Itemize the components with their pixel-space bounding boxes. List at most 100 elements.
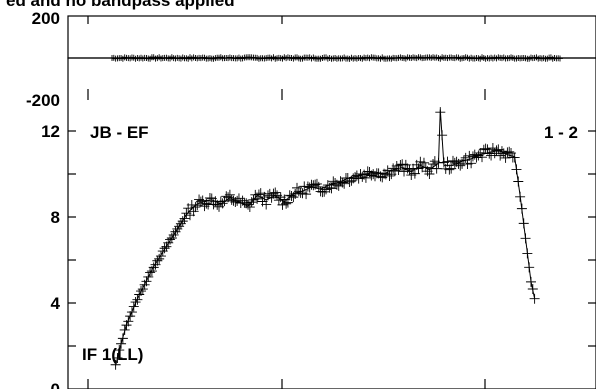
amplitude-point [136,286,147,297]
amplitude-point [159,243,170,254]
amplitude-point [150,259,161,270]
amplitude-point [266,192,277,203]
phase-series [109,54,563,62]
amplitude-point [137,284,148,295]
phase-tick-label-top: 200 [32,9,60,28]
amplitude-point [482,144,493,155]
amplitude-point [324,182,335,193]
axis-ticks [68,16,596,389]
amplitude-point [161,241,172,252]
amplitude-series [110,107,540,370]
amplitude-point [529,293,540,304]
amplitude-point [132,294,143,305]
amp-tick-label-12: 12 [41,122,60,141]
amplitude-point [319,186,330,197]
amplitude-point [360,172,371,183]
amplitude-point [282,197,293,208]
amplitude-point [270,187,281,198]
amp-tick-label-4: 4 [51,294,61,313]
amp-tick-label-0: 0 [51,380,60,389]
amplitude-point [175,218,186,229]
amplitude-point [477,152,488,163]
amplitude-point [128,301,139,312]
amplitude-point [515,191,526,202]
phase-point [557,55,563,62]
amplitude-point [437,130,448,141]
amplitude-panel-frame [67,57,596,389]
amplitude-point [188,206,199,217]
amplitude-point [496,146,507,157]
amplitude-point [418,157,429,168]
amplitude-point [513,176,524,187]
amplitude-point [409,168,420,179]
amplitude-point [313,181,324,192]
amplitude-point [301,189,312,200]
amplitude-point [224,189,235,200]
if-label: IF 1(LL) [82,345,143,364]
amplitude-point [110,359,121,370]
amplitude-point [148,262,159,273]
amplitude-point [518,218,529,229]
amplitude-point [466,158,477,169]
amplitude-point [179,213,190,224]
amplitude-point [509,152,520,163]
polarization-label: 1 - 2 [544,123,578,142]
amplitude-point [114,345,125,356]
amplitude-point [252,193,263,204]
amplitude-point [217,198,228,209]
amplitude-point [154,253,165,264]
amplitude-point [524,262,535,273]
amplitude-point [155,251,166,262]
chart-title: ed and no bandpass applied [6,0,235,10]
amplitude-point [201,198,212,209]
amplitude-point [119,324,130,335]
amplitude-point [424,169,435,180]
amplitude-point [446,163,457,174]
phase-panel-frame [67,15,596,59]
amplitude-point [170,226,181,237]
amplitude-point [431,163,442,174]
amplitude-point [190,202,201,213]
amplitude-point [442,156,453,167]
amplitude-point [516,203,527,214]
amplitude-point [244,202,255,213]
amplitude-point [393,165,404,176]
amplitude-point [455,160,466,171]
amplitude-point [261,199,272,210]
amplitude-point [204,192,215,203]
amplitude-point [130,297,141,308]
amplitude-point [444,164,455,175]
amplitude-point [384,170,395,181]
amplitude-point [281,198,292,209]
amplitude-point [172,223,183,234]
amplitude-point [246,197,257,208]
amplitude-point [500,152,511,163]
amplitude-point [177,216,188,227]
amplitude-point [123,316,134,327]
amplitude-point [527,284,538,294]
amplitude-point [112,352,123,363]
amplitude-point [174,221,185,232]
amplitude-point [145,267,156,278]
amplitude-point [504,146,515,157]
amplitude-point [116,338,127,349]
amplitude-point [525,276,536,287]
amplitude-point [126,307,137,318]
amp-tick-label-8: 8 [51,208,60,227]
amplitude-point [117,333,128,344]
amplitude-point [511,164,522,175]
amplitude-line [115,109,536,366]
baseline-label: JB - EF [90,123,149,142]
amplitude-point [253,189,264,200]
amplitude-point [143,271,154,282]
amplitude-point [141,276,152,287]
amplitude-point [522,248,533,259]
amplitude-point [326,183,337,194]
amplitude-point [520,233,531,244]
amplitude-point [125,311,136,322]
amplitude-point [435,107,446,118]
amplitude-point [339,178,350,189]
phase-tick-label-bottom: -200 [26,91,60,110]
amplitude-point [491,145,502,156]
